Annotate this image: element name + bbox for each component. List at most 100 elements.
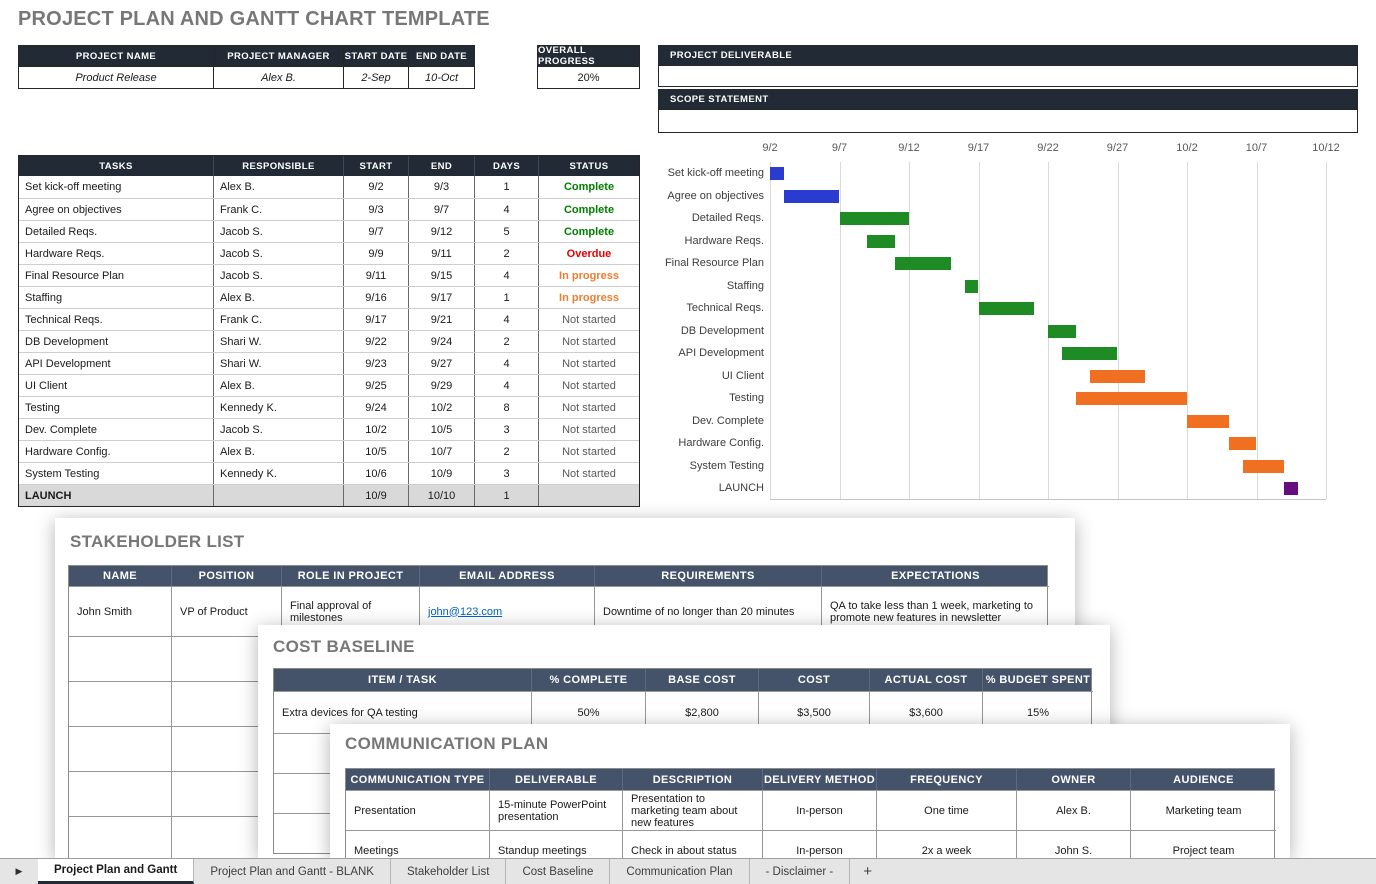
sheet-tab-project-plan-and-gantt[interactable]: Project Plan and Gantt [38, 859, 195, 884]
project-info-value-cell[interactable]: 2-Sep [343, 66, 408, 88]
task-start-cell[interactable]: 9/23 [343, 353, 408, 374]
task-start-cell[interactable]: 9/3 [343, 199, 408, 220]
task-start-cell[interactable]: 10/9 [343, 485, 408, 506]
task-start-cell[interactable]: 10/2 [343, 419, 408, 440]
task-days-cell[interactable]: 2 [474, 441, 538, 462]
communication-deliverable-cell[interactable]: Standup meetings [489, 830, 622, 858]
task-status-cell[interactable]: Not started [538, 375, 639, 396]
communication-deliverable-cell[interactable]: 15-minute PowerPoint presentation [489, 790, 622, 830]
stakeholder-expectations-cell[interactable]: QA to take less than 1 week, marketing t… [821, 586, 1049, 636]
communication-description-cell[interactable]: Presentation to marketing team about new… [622, 790, 762, 830]
stakeholder-name-cell[interactable]: John Smith [69, 586, 171, 636]
task-end-cell[interactable]: 9/12 [408, 221, 474, 242]
task-end-cell[interactable]: 9/11 [408, 243, 474, 264]
project-info-value-cell[interactable]: 10-Oct [408, 66, 474, 88]
task-start-cell[interactable]: 9/9 [343, 243, 408, 264]
task-days-cell[interactable]: 4 [474, 199, 538, 220]
overall-progress-value[interactable]: 20% [538, 66, 639, 88]
task-status-cell[interactable]: Not started [538, 353, 639, 374]
task-start-cell[interactable]: 9/17 [343, 309, 408, 330]
sheet-tab-communication-plan[interactable]: Communication Plan [610, 859, 750, 884]
task-name-cell[interactable]: Technical Reqs. [25, 313, 103, 326]
project-info-value-cell[interactable]: Alex B. [213, 66, 343, 88]
communication-description-cell[interactable]: Check in about status [622, 830, 762, 858]
communication-audience-cell[interactable]: Project team [1130, 830, 1276, 858]
task-start-cell[interactable]: 9/16 [343, 287, 408, 308]
task-responsible-cell[interactable]: Alex B. [213, 375, 343, 396]
task-name-cell[interactable]: Hardware Reqs. [25, 247, 105, 260]
project-info-value-cell[interactable]: Product Release [19, 66, 213, 88]
cost-cost-cell[interactable]: $3,500 [758, 691, 869, 733]
task-responsible-cell[interactable]: Jacob S. [213, 419, 343, 440]
task-status-cell[interactable]: In progress [538, 265, 639, 286]
task-start-cell[interactable]: 9/22 [343, 331, 408, 352]
task-status-cell[interactable]: Complete [538, 199, 639, 220]
task-name-cell[interactable]: Set kick-off meeting [25, 181, 122, 193]
task-responsible-cell[interactable]: Kennedy K. [213, 397, 343, 418]
stakeholder-email-cell[interactable]: john@123.com [419, 586, 594, 636]
task-responsible-cell[interactable]: Alex B. [213, 441, 343, 462]
task-name-cell[interactable]: DB Development [25, 335, 109, 348]
task-name-cell[interactable]: System Testing [25, 467, 100, 480]
task-name-cell[interactable]: UI Client [25, 379, 68, 392]
cost-actual-cost-cell[interactable]: $3,600 [869, 691, 982, 733]
communication-method-cell[interactable]: In-person [762, 830, 876, 858]
task-start-cell[interactable]: 9/25 [343, 375, 408, 396]
stakeholder-empty-cell[interactable] [69, 636, 171, 681]
communication-owner-cell[interactable]: Alex B. [1016, 790, 1130, 830]
cost-budget-spent-cell[interactable]: 15% [982, 691, 1093, 733]
task-days-cell[interactable]: 1 [474, 485, 538, 506]
task-start-cell[interactable]: 9/2 [343, 176, 408, 198]
task-name-cell[interactable]: Detailed Reqs. [25, 225, 98, 238]
task-start-cell[interactable]: 9/11 [343, 265, 408, 286]
communication-audience-cell[interactable]: Marketing team [1130, 790, 1276, 830]
task-name-cell[interactable]: Testing [25, 401, 60, 414]
task-end-cell[interactable]: 10/5 [408, 419, 474, 440]
communication-frequency-cell[interactable]: 2x a week [876, 830, 1016, 858]
task-days-cell[interactable]: 4 [474, 375, 538, 396]
task-responsible-cell[interactable]: Frank C. [213, 309, 343, 330]
task-end-cell[interactable]: 9/24 [408, 331, 474, 352]
task-end-cell[interactable]: 9/27 [408, 353, 474, 374]
task-responsible-cell[interactable]: Shari W. [213, 353, 343, 374]
stakeholder-role-cell[interactable]: Final approval of milestones [281, 586, 419, 636]
task-name-cell[interactable]: Dev. Complete [25, 423, 97, 436]
task-responsible-cell[interactable]: Frank C. [213, 199, 343, 220]
stakeholder-empty-cell[interactable] [171, 816, 281, 858]
task-end-cell[interactable]: 10/9 [408, 463, 474, 484]
task-status-cell[interactable]: Not started [538, 331, 639, 352]
task-end-cell[interactable]: 10/10 [408, 485, 474, 506]
sheet-tab-cost-baseline[interactable]: Cost Baseline [506, 859, 611, 884]
task-name-cell[interactable]: Hardware Config. [25, 445, 111, 458]
stakeholder-requirements-cell[interactable]: Downtime of no longer than 20 minutes [594, 586, 821, 636]
task-end-cell[interactable]: 9/15 [408, 265, 474, 286]
task-name-cell[interactable]: Staffing [25, 291, 63, 304]
task-responsible-cell[interactable]: Kennedy K. [213, 463, 343, 484]
communication-type-cell[interactable]: Presentation [346, 790, 489, 830]
stakeholder-email-link[interactable]: john@123.com [428, 605, 503, 618]
task-end-cell[interactable]: 9/3 [408, 176, 474, 198]
communication-type-cell[interactable]: Meetings [346, 830, 489, 858]
stakeholder-empty-cell[interactable] [69, 726, 171, 771]
task-end-cell[interactable]: 9/29 [408, 375, 474, 396]
stakeholder-empty-cell[interactable] [171, 636, 281, 681]
task-status-cell[interactable]: Not started [538, 463, 639, 484]
task-end-cell[interactable]: 9/21 [408, 309, 474, 330]
task-end-cell[interactable]: 10/2 [408, 397, 474, 418]
task-days-cell[interactable]: 2 [474, 243, 538, 264]
communication-frequency-cell[interactable]: One time [876, 790, 1016, 830]
task-name-cell[interactable]: Final Resource Plan [25, 269, 125, 282]
stakeholder-empty-cell[interactable] [69, 681, 171, 726]
task-status-cell[interactable]: Overdue [538, 243, 639, 264]
task-status-cell[interactable]: Not started [538, 397, 639, 418]
stakeholder-empty-cell[interactable] [171, 726, 281, 771]
stakeholder-position-cell[interactable]: VP of Product [171, 586, 281, 636]
task-status-cell[interactable]: Not started [538, 309, 639, 330]
sheet-tab-project-plan-and-gantt-blank[interactable]: Project Plan and Gantt - BLANK [194, 859, 391, 884]
communication-owner-cell[interactable]: John S. [1016, 830, 1130, 858]
stakeholder-empty-cell[interactable] [69, 816, 171, 858]
communication-method-cell[interactable]: In-person [762, 790, 876, 830]
cost-base-cost-cell[interactable]: $2,800 [645, 691, 758, 733]
task-name-cell[interactable]: Agree on objectives [25, 203, 122, 216]
add-sheet-button[interactable]: + [863, 863, 873, 880]
